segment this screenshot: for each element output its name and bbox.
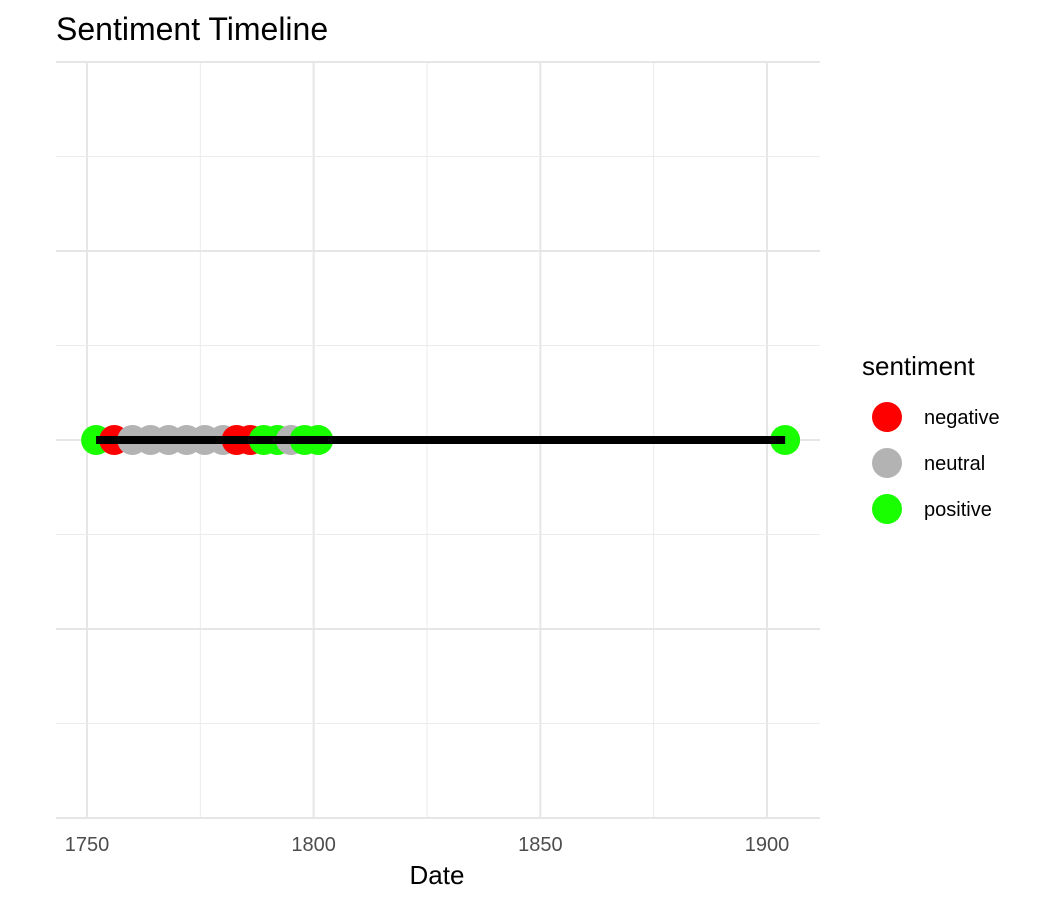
legend-key-positive [872,494,902,524]
legend: sentiment negative neutral positive [862,351,1000,524]
legend-label-neutral: neutral [924,453,985,475]
x-tick-label: 1850 [518,834,563,856]
x-tick-label: 1750 [65,834,110,856]
legend-key-negative [872,402,902,432]
legend-label-positive: positive [924,499,992,521]
x-tick-label: 1900 [745,834,790,856]
x-axis-title: Date [410,860,465,890]
legend-key-neutral [872,448,902,478]
legend-label-negative: negative [924,407,1000,429]
x-axis-ticks: 1750 1800 1850 1900 [65,834,790,856]
x-tick-label: 1800 [291,834,336,856]
legend-title: sentiment [862,351,975,381]
chart-title: Sentiment Timeline [56,11,328,47]
